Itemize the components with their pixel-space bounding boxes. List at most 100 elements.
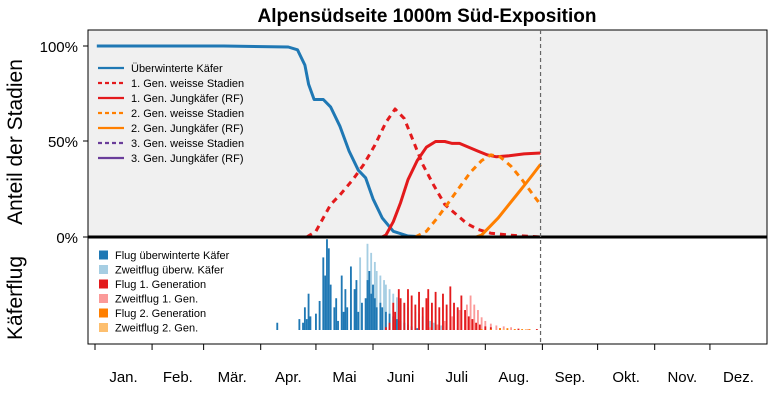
flight-bar-flug_2_gen-4 [513,329,516,330]
flight-bar-flug_1_gen-15 [434,291,437,330]
flight-bar-flug_1_gen-17 [442,293,444,330]
flight-bar-flug_ueberwinterte-17 [340,275,343,330]
flight-bar-flug_ueberwinterte-14 [333,307,336,330]
flight-bar-flug_2_gen-1 [489,329,492,330]
flight-bar-flug_1_gen-7 [407,289,409,330]
flight-bar-zweitflug_ueberw-23 [440,325,443,330]
xtick-label-6: Juli [446,369,469,386]
flight-bar-zweitflug_ueberw-5 [375,271,378,330]
flight-bar-zweitflug_2_gen-0 [502,329,505,330]
flight-bar-zweitflug_ueberw-7 [383,280,385,330]
flight-bar-flug_ueberwinterte-20 [346,307,349,330]
flight-bar-flug_1_gen-8 [410,295,413,330]
series-line-2 [381,140,541,239]
flight-legend-label-4: Flug 2. Generation [115,308,206,320]
flight-bar-zweitflug_1_gen-5 [465,304,468,330]
legend-label-6: 3. Gen. Jungkäfer (RF) [131,153,244,165]
flight-bar-flug_ueberwinterte-10 [324,275,327,330]
flight-legend-swatch-3 [99,294,108,303]
flight-bar-flug_ueberwinterte-9 [322,257,325,330]
flight-bar-flug_ueberwinterte-33 [379,302,382,330]
ylabel-flight: Käferflug [4,256,27,340]
flight-bar-flug_2_gen-6 [528,329,531,330]
flight-bar-flug_ueberwinterte-16 [337,320,339,330]
flight-bar-flug_ueberwinterte-21 [349,266,352,330]
series-line-4 [475,163,542,239]
flight-bar-zweitflug_1_gen-12 [495,325,498,330]
flight-bar-flug_2_gen-5 [521,329,524,330]
flight-bar-zweitflug_ueberw-11 [396,297,398,330]
flight-bar-zweitflug_ueberw-21 [432,322,435,330]
flight-bar-flug_ueberwinterte-30 [372,284,374,330]
flight-bar-flug_ueberwinterte-35 [384,311,387,330]
flight-legend-swatch-2 [99,279,108,289]
flight-bar-flug_1_gen-3 [394,311,397,330]
flight-bar-flug_ueberwinterte-26 [364,298,367,330]
legend-label-1: 1. Gen. weisse Stadien [131,78,244,90]
flight-bar-flug_ueberwinterte-19 [344,289,347,330]
flight-bar-zweitflug_ueberw-20 [429,320,431,330]
flight-bar-flug_ueberwinterte-38 [396,319,398,330]
flight-bar-flug_1_gen-22 [460,295,463,330]
flight-bar-flug_ueberwinterte-7 [315,313,317,330]
xtick-label-9: Okt. [612,369,640,386]
series-line-0 [96,44,427,239]
flight-bar-zweitflug_1_gen-3 [451,316,454,330]
series-line-1 [305,107,541,239]
flight-bar-flug_ueberwinterte-24 [357,311,360,330]
xtick-label-2: Mär. [218,369,247,386]
legend-label-2: 1. Gen. Jungkäfer (RF) [131,93,244,105]
flight-legend-swatch-1 [99,265,108,274]
flight-bar-flug_ueberwinterte-18 [342,311,345,330]
xtick-label-8: Sep. [555,369,586,386]
flight-bar-flug_ueberwinterte-15 [335,298,338,330]
flight-legend-label-2: Flug 1. Generation [115,279,206,291]
flight-bar-zweitflug_1_gen-1 [436,324,439,330]
flight-bar-flug_1_gen-2 [392,302,395,330]
flight-legend-swatch-5 [99,323,108,332]
flight-bar-flug_1_gen-5 [399,298,402,330]
flight-bar-flug_ueberwinterte-31 [373,298,376,330]
xtick-label-11: Dez. [723,369,754,386]
legend-label-3: 2. Gen. weisse Stadien [131,108,244,120]
flight-bar-flug_ueberwinterte-4 [305,319,308,330]
flight-bar-flug_1_gen-14 [431,302,433,330]
flight-bar-flug_1_gen-16 [438,307,441,330]
ylabel-stages: Anteil der Stadien [4,59,27,225]
flight-legend-label-1: Zweitflug überw. Käfer [115,265,224,277]
flight-bar-zweitflug_1_gen-10 [484,320,487,330]
flight-bar-flug_1_gen-11 [421,307,424,330]
legend-label-0: Überwinterte Käfer [131,63,223,75]
flight-bar-flug_1_gen-13 [427,289,430,330]
flight-bar-flug_1_gen-10 [418,291,420,330]
flight-bar-zweitflug_1_gen-2 [443,320,446,330]
flight-bar-flug_ueberwinterte-0 [276,322,279,330]
xtick-label-10: Nov. [667,369,697,386]
flight-bar-zweitflug_1_gen-4 [458,310,461,330]
flight-bar-zweitflug_1_gen-16 [526,329,529,330]
flight-bar-flug_ueberwinterte-25 [361,302,363,330]
flight-bar-zweitflug_1_gen-13 [502,326,505,330]
flight-legend-swatch-0 [99,250,108,260]
flight-bars [276,239,538,330]
flight-bar-flug_1_gen-18 [445,304,448,330]
stage-lines [96,44,542,239]
flight-bar-zweitflug_1_gen-8 [477,310,479,330]
flight-bar-flug_ueberwinterte-22 [353,289,356,330]
flight-bar-flug_ueberwinterte-3 [303,307,306,330]
ytick-label-0: 0% [56,230,78,247]
flight-bar-flug_2_gen-0 [480,329,483,330]
flight-bar-flug_1_gen-27 [478,324,481,330]
ytick-label-50: 50% [48,134,78,151]
flight-bar-flug_ueberwinterte-34 [381,307,384,330]
flight-bar-flug_ueberwinterte-6 [309,316,312,330]
flight-bar-flug_1_gen-9 [414,304,417,330]
series-line-3 [414,153,542,239]
flight-bar-flug_ueberwinterte-43 [416,328,419,330]
flight-legend-label-5: Zweitflug 2. Gen. [115,323,198,335]
flight-bar-flug_1_gen-31 [517,329,520,330]
flight-bar-flug_1_gen-29 [489,327,492,330]
flight-bar-flug_1_gen-12 [425,298,428,330]
flight-bar-flug_ueberwinterte-27 [366,280,369,330]
flight-bar-zweitflug_ueberw-3 [370,252,373,330]
